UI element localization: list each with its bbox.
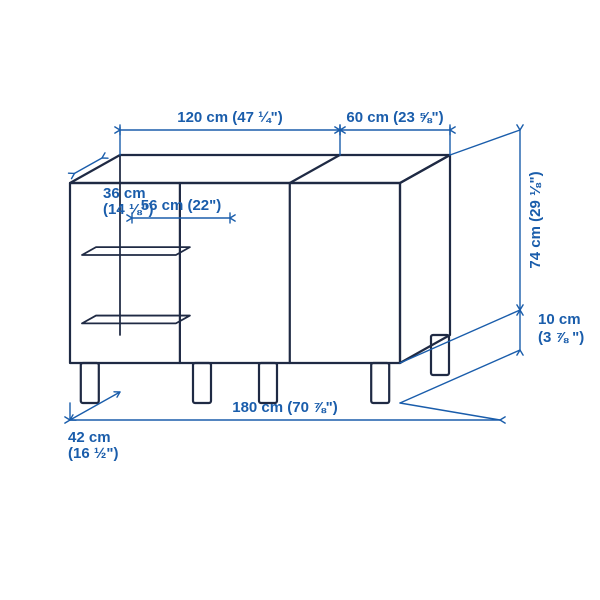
svg-text:10 cm: 10 cm	[538, 311, 581, 328]
svg-text:120 cm (47 ¼"): 120 cm (47 ¼")	[177, 109, 283, 126]
svg-text:74 cm (29 ⅛"): 74 cm (29 ⅛")	[527, 171, 544, 268]
svg-text:60 cm (23 ⅝"): 60 cm (23 ⅝")	[346, 109, 443, 126]
svg-text:180 cm (70 ⅞"): 180 cm (70 ⅞")	[232, 399, 338, 416]
svg-text:(14 ⅛"): (14 ⅛")	[103, 201, 153, 218]
svg-text:42 cm: 42 cm	[68, 429, 111, 446]
svg-text:36 cm: 36 cm	[103, 185, 146, 202]
svg-text:(3 ⅞ "): (3 ⅞ ")	[538, 329, 584, 346]
svg-text:(16 ½"): (16 ½")	[68, 445, 118, 462]
